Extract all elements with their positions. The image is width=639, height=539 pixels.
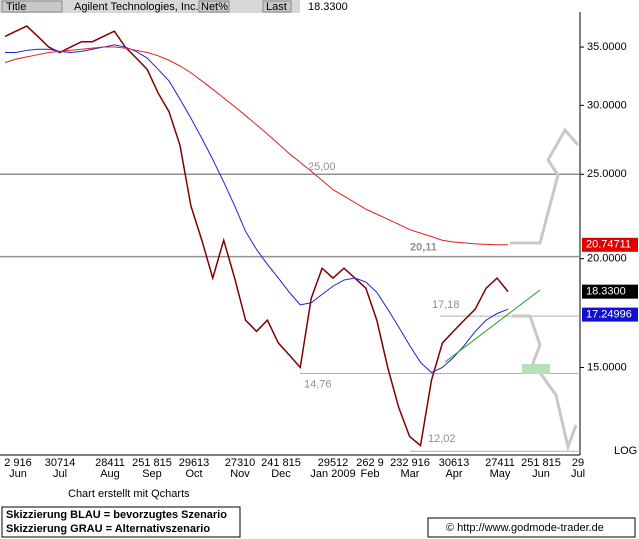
last-box (582, 307, 638, 322)
price-line (4, 25, 509, 448)
x-month-label: Dec (271, 468, 291, 480)
x-month-label: Aug (100, 468, 120, 480)
y-tick-label: 35.0000 (587, 41, 627, 53)
last-value: 18.3300 (308, 1, 348, 13)
x-day-label: 251 815 (521, 457, 561, 469)
level-label: 14,76 (304, 378, 332, 390)
tab[interactable] (1, 0, 63, 13)
x-month-label: Jun (9, 468, 27, 480)
title-tab: Title (6, 1, 26, 13)
legend-blue: Skizzierung BLAU = bevorzugtes Szenario (6, 509, 227, 521)
x-day-label: 232 916 (390, 457, 430, 469)
scenario-up (510, 127, 580, 245)
url-box (427, 517, 636, 538)
scale-label: LOG (614, 445, 637, 457)
x-day-label: 28411 (95, 457, 125, 469)
level-label: 20,11 (410, 242, 437, 254)
x-day-label: 2 916 (4, 457, 32, 469)
x-month-label: Nov (230, 468, 250, 480)
scenario-down (512, 314, 578, 453)
price-line (5, 44, 509, 374)
level-label: 25,00 (308, 161, 336, 173)
x-day-label: 30613 (439, 457, 470, 469)
company: Agilent Technologies, Inc. (74, 1, 199, 13)
legend-box (1, 506, 241, 538)
last-box-label: 20.74711 (586, 239, 631, 251)
x-month-label: May (490, 468, 511, 480)
x-month-label: Jul (571, 468, 585, 480)
legend-grey: Skizzierung GRAU = Alternativszenario (6, 523, 210, 535)
x-day-label: 29613 (179, 457, 210, 469)
last-box-label: 18.3300 (586, 286, 626, 298)
trend-line (444, 289, 541, 363)
url[interactable]: © http://www.godmode-trader.de (446, 522, 604, 534)
x-day-label: 29 (572, 457, 584, 469)
x-day-label: 251 815 (132, 457, 172, 469)
y-tick-label: 30.0000 (587, 99, 627, 111)
last-box (582, 284, 638, 299)
level-label: 12,02 (428, 433, 456, 445)
credit: Chart erstellt mit Qcharts (68, 488, 190, 500)
level-label: 17,18 (432, 299, 460, 311)
y-tick-label: 20.0000 (587, 253, 627, 265)
x-month-label: Mar (401, 468, 420, 480)
x-month-label: Jan 2009 (310, 468, 355, 480)
x-month-label: Oct (185, 468, 202, 480)
x-day-label: 29512 (318, 457, 349, 469)
x-day-label: 30714 (45, 457, 76, 469)
y-tick-label: 25.0000 (587, 168, 627, 180)
x-day-label: 27310 (225, 457, 256, 469)
y-tick-label: 15.0000 (587, 361, 627, 373)
x-month-label: Sep (142, 468, 162, 480)
last-box (582, 237, 638, 252)
x-month-label: Jun (532, 468, 550, 480)
net-tab: Net% (201, 1, 228, 13)
tab[interactable] (262, 0, 292, 13)
x-day-label: 27411 (485, 457, 515, 469)
price-line (4, 46, 508, 246)
x-day-label: 262 9 (356, 457, 384, 469)
x-month-label: Jul (53, 468, 67, 480)
last-box-label: 17.24996 (586, 309, 632, 321)
target-zone (522, 364, 550, 374)
last-tab: Last (266, 1, 287, 13)
x-month-label: Feb (361, 468, 380, 480)
x-day-label: 241 815 (261, 457, 301, 469)
x-month-label: Apr (445, 468, 462, 480)
tab[interactable] (198, 0, 230, 13)
